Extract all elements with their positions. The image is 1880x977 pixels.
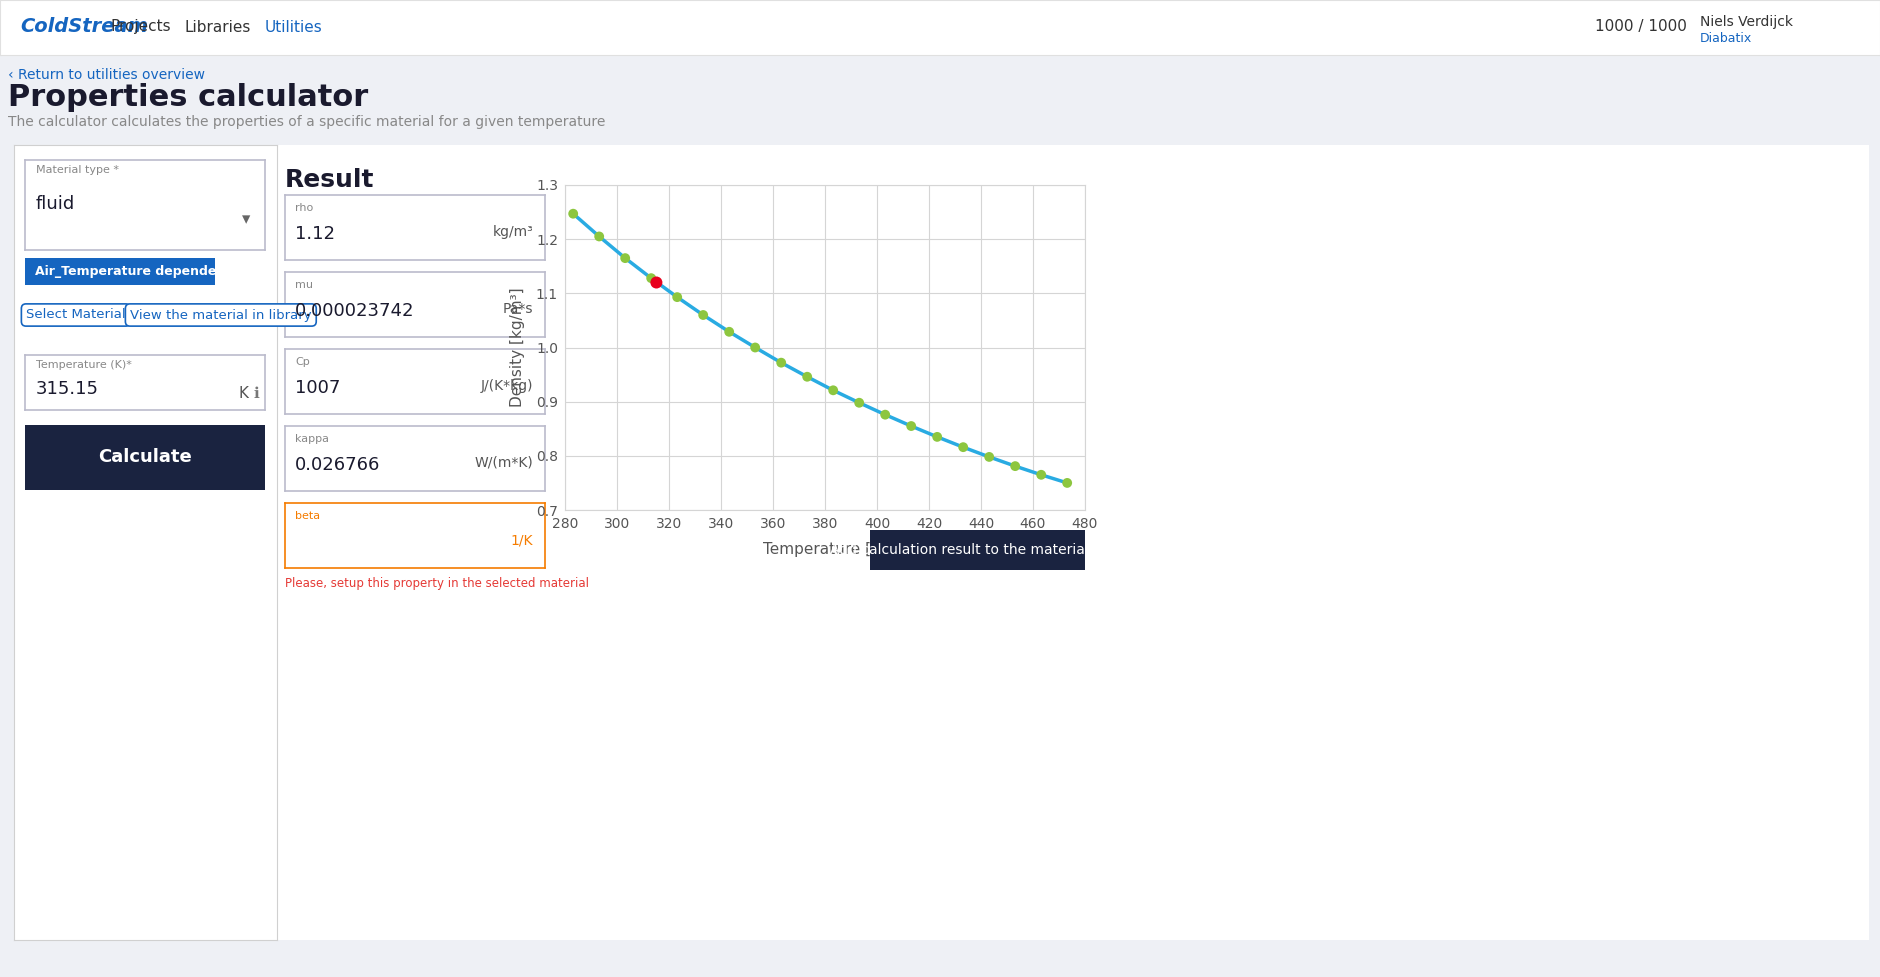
Text: ✕: ✕ — [214, 264, 227, 278]
Point — [818, 382, 848, 398]
Text: Cp: Cp — [295, 357, 310, 367]
Text: ColdStream: ColdStream — [21, 18, 149, 36]
Point — [897, 418, 927, 434]
Text: kg/m³: kg/m³ — [493, 225, 534, 239]
Text: Material type *: Material type * — [36, 165, 118, 175]
Text: kappa: kappa — [295, 434, 329, 444]
Text: fluid: fluid — [36, 195, 75, 213]
Point — [1000, 458, 1030, 474]
Text: Diabatix: Diabatix — [1700, 31, 1752, 45]
Text: Result: Result — [286, 168, 374, 192]
Text: Libraries: Libraries — [184, 20, 252, 34]
Point — [948, 440, 978, 455]
Text: W/(m*K): W/(m*K) — [474, 456, 534, 470]
Text: mu: mu — [295, 280, 312, 290]
Text: 1007: 1007 — [295, 379, 340, 397]
Text: 315.15: 315.15 — [36, 380, 100, 398]
Text: beta: beta — [295, 511, 320, 521]
Point — [923, 429, 953, 445]
Text: The calculator calculates the properties of a specific material for a given temp: The calculator calculates the properties… — [8, 115, 605, 129]
Text: ▾: ▾ — [243, 210, 250, 228]
Point — [611, 250, 641, 266]
Text: Niels Verdijck: Niels Verdijck — [1700, 15, 1794, 29]
Text: Please, setup this property in the selected material: Please, setup this property in the selec… — [286, 577, 588, 590]
Point — [974, 449, 1004, 465]
Text: Air_Temperature dependent: Air_Temperature dependent — [36, 265, 231, 277]
Text: Pa*s: Pa*s — [502, 302, 534, 316]
Text: Calculate: Calculate — [98, 448, 192, 466]
Text: Projects: Projects — [111, 20, 171, 34]
Text: J/(K*kg): J/(K*kg) — [481, 379, 534, 393]
Text: 0.026766: 0.026766 — [295, 456, 380, 474]
Text: Temperature (K)*: Temperature (K)* — [36, 360, 132, 370]
Text: ℹ: ℹ — [254, 386, 259, 401]
Point — [1053, 475, 1083, 490]
Text: 0.000023742: 0.000023742 — [295, 302, 414, 320]
Text: rho: rho — [295, 203, 314, 213]
Point — [844, 395, 874, 410]
Point — [635, 271, 666, 286]
Point — [688, 307, 718, 322]
Point — [1026, 467, 1057, 483]
Point — [767, 355, 797, 370]
Text: Utilities: Utilities — [265, 20, 323, 34]
Text: 1000 / 1000: 1000 / 1000 — [1594, 20, 1686, 34]
Point — [662, 289, 692, 305]
Point — [714, 324, 744, 340]
Y-axis label: Density [kg/m³]: Density [kg/m³] — [509, 287, 525, 407]
Text: Add calculation result to the material data: Add calculation result to the material d… — [829, 543, 1124, 557]
Point — [641, 275, 671, 290]
Text: ‹ Return to utilities overview: ‹ Return to utilities overview — [8, 68, 205, 82]
Text: Select Material: Select Material — [26, 309, 126, 321]
Text: View the material in library: View the material in library — [130, 309, 312, 321]
Text: 1.12: 1.12 — [295, 225, 335, 243]
Point — [558, 206, 588, 222]
Point — [585, 229, 615, 244]
Point — [741, 340, 771, 356]
Text: 1/K: 1/K — [511, 533, 534, 547]
Point — [791, 369, 822, 385]
Point — [870, 406, 901, 422]
X-axis label: Temperature [K]: Temperature [K] — [763, 542, 887, 557]
Text: K: K — [239, 386, 248, 401]
Text: Properties calculator: Properties calculator — [8, 83, 368, 112]
